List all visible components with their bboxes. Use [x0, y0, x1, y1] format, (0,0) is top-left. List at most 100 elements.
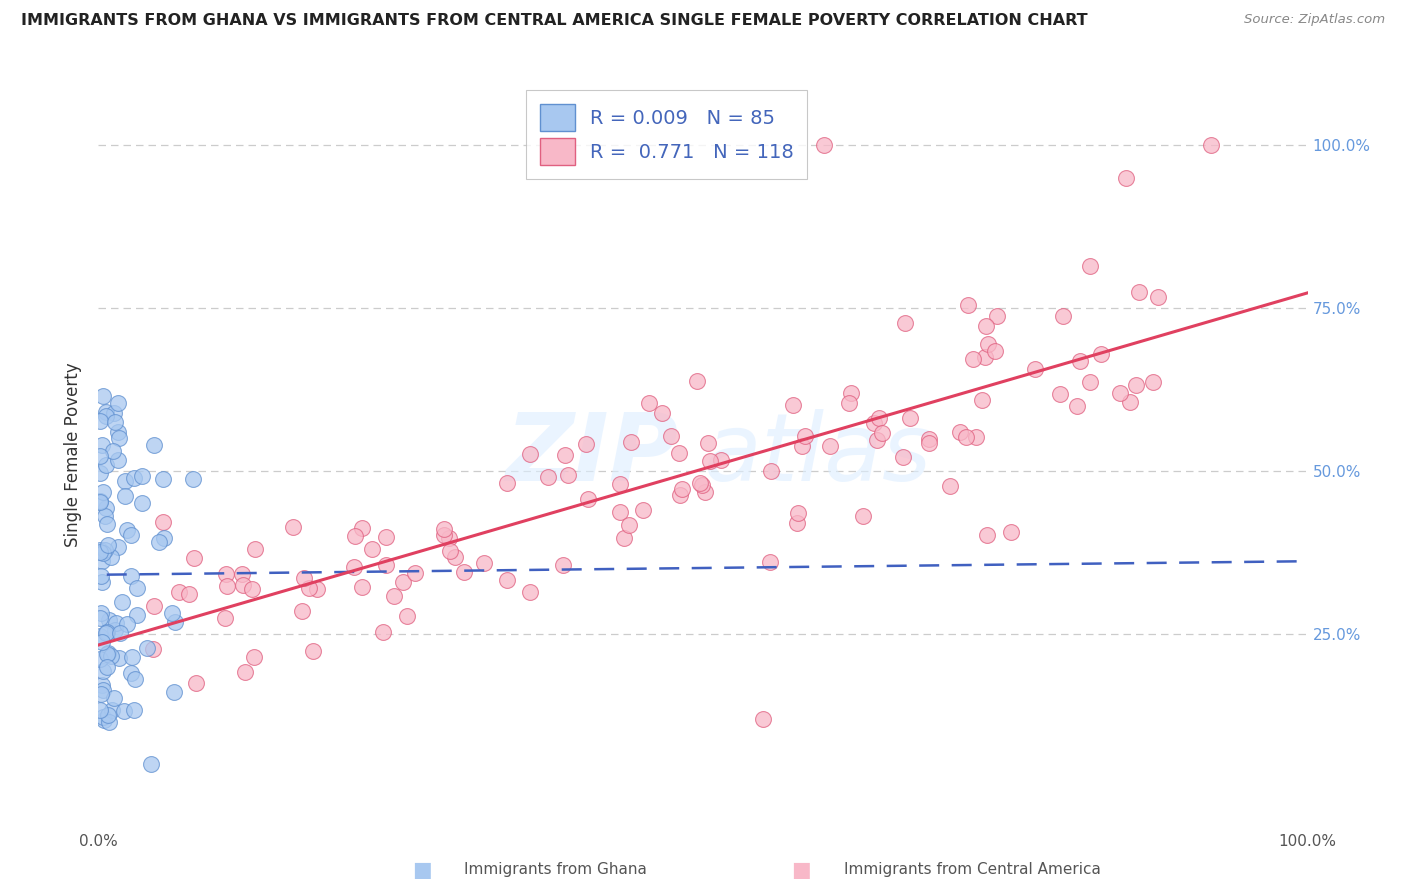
Point [891, 450, 914, 464]
Point [1000, 524, 1022, 539]
Point [148, 535, 170, 549]
Point [94, 543, 117, 558]
Point [1052, 309, 1074, 323]
Point [90, 607, 112, 621]
Point [1090, 347, 1112, 361]
Point [292, 570, 315, 584]
Point [344, 529, 367, 543]
Text: ■: ■ [412, 860, 432, 880]
Point [1078, 259, 1101, 273]
Point [104, 623, 127, 637]
Point [167, 585, 190, 599]
Point [232, 578, 254, 592]
Point [142, 641, 165, 656]
Point [104, 615, 127, 630]
Point [90, 568, 112, 582]
Point [690, 478, 713, 492]
Point [89, 630, 111, 644]
Point [404, 566, 426, 580]
Point [96, 624, 118, 639]
Point [91, 389, 114, 403]
Point [100, 649, 122, 664]
Point [107, 540, 129, 554]
Point [89, 495, 111, 509]
Point [91, 554, 114, 568]
Point [617, 518, 640, 533]
Point [917, 433, 939, 447]
Point [949, 425, 972, 439]
Point [89, 414, 111, 428]
Point [976, 319, 998, 334]
Point [986, 309, 1008, 323]
Point [496, 476, 519, 491]
Point [100, 703, 122, 717]
Point [103, 406, 125, 420]
Point [609, 477, 631, 491]
Point [444, 550, 467, 565]
Point [852, 508, 875, 523]
Point [89, 545, 111, 559]
Point [519, 585, 541, 599]
Point [96, 647, 118, 661]
Point [671, 483, 693, 497]
Point [439, 544, 461, 558]
Point [298, 581, 321, 595]
Point [962, 352, 984, 367]
Point [96, 500, 118, 515]
Point [104, 415, 127, 429]
Point [214, 611, 236, 625]
Point [214, 566, 236, 581]
Point [396, 609, 419, 624]
Point [94, 625, 117, 640]
Point [301, 644, 323, 658]
Point [519, 447, 541, 461]
Point [107, 432, 129, 446]
Point [433, 522, 456, 536]
Point [613, 532, 636, 546]
Point [553, 558, 575, 572]
Point [108, 650, 131, 665]
Point [631, 502, 654, 516]
Point [142, 438, 165, 452]
Text: Immigrants from Central America: Immigrants from Central America [844, 863, 1101, 877]
Point [115, 523, 138, 537]
Point [115, 617, 138, 632]
Point [1146, 290, 1168, 304]
Point [97, 646, 120, 660]
Point [984, 344, 1007, 359]
Point [160, 606, 183, 620]
Point [865, 434, 887, 448]
Point [89, 494, 111, 508]
Point [91, 709, 114, 723]
Point [179, 586, 201, 600]
Point [89, 467, 111, 481]
Point [343, 559, 366, 574]
Point [1108, 385, 1130, 400]
Point [91, 678, 114, 692]
Point [112, 705, 135, 719]
Point [813, 138, 835, 153]
Point [91, 546, 114, 560]
Point [94, 458, 117, 473]
Point [1066, 400, 1088, 414]
Point [163, 685, 186, 699]
Point [186, 676, 208, 690]
Point [107, 395, 129, 409]
Point [89, 543, 111, 558]
Point [131, 469, 153, 483]
Point [100, 550, 122, 565]
Point [91, 484, 114, 499]
Point [89, 652, 111, 666]
Point [609, 505, 631, 519]
Point [1069, 354, 1091, 368]
Point [1125, 377, 1147, 392]
Point [233, 665, 256, 680]
Point [782, 398, 804, 412]
Point [374, 530, 396, 544]
Point [122, 703, 145, 717]
Point [696, 436, 718, 450]
Text: ■: ■ [792, 860, 811, 880]
Point [790, 439, 813, 453]
Point [91, 665, 114, 679]
Point [153, 531, 176, 545]
